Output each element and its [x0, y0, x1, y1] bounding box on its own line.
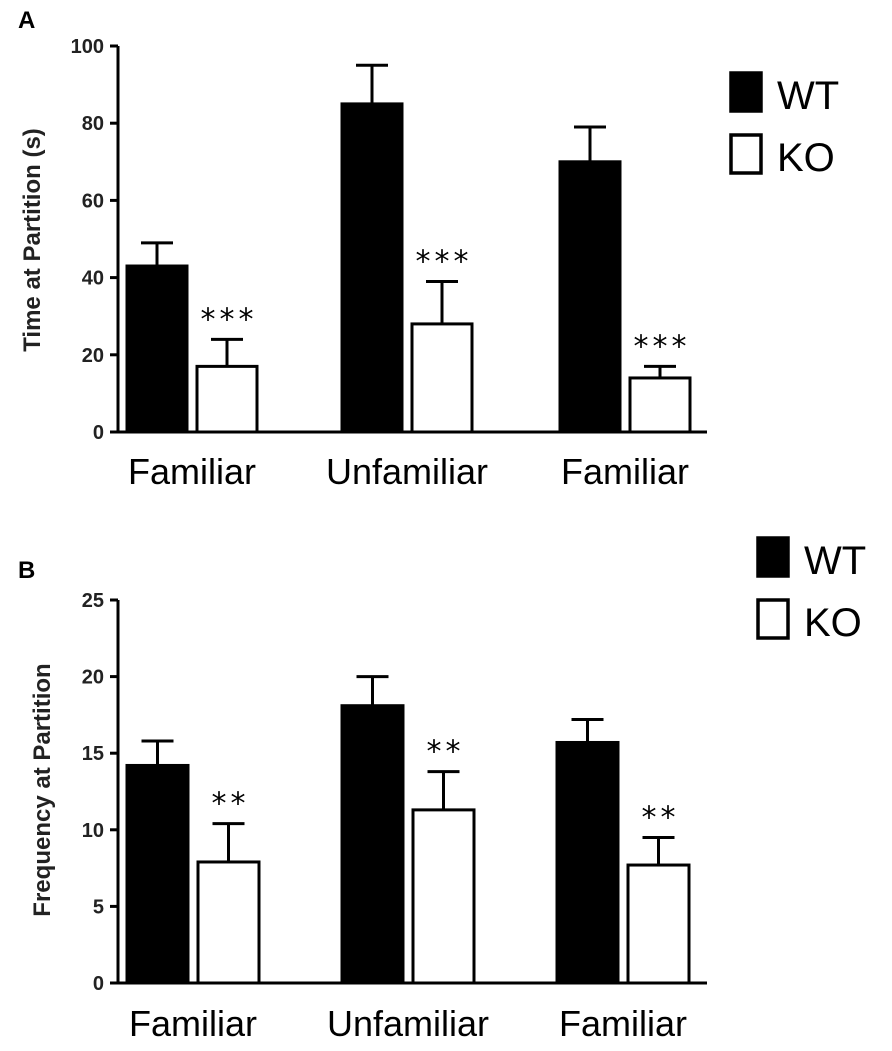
- y-tick-label: 20: [82, 667, 104, 689]
- legend-swatch-ko: [756, 598, 790, 640]
- bar-ko-3: [628, 376, 692, 434]
- significance-marker: **: [642, 800, 680, 835]
- bar-ko-2: [410, 322, 474, 434]
- bar-ko-1: [195, 364, 259, 434]
- bar-wt-1: [125, 763, 190, 985]
- y-axis-label: Frequency at Partition: [29, 663, 56, 916]
- significance-marker: ***: [634, 329, 691, 364]
- panel-label: B: [18, 557, 35, 584]
- significance-marker: ***: [416, 244, 473, 279]
- x-category-label: Unfamiliar: [326, 451, 488, 492]
- significance-marker: **: [427, 735, 465, 770]
- bar-wt-2: [340, 704, 405, 985]
- chart-panel-a: A Time at Partition (s) 0 20 40 60 80 100 *** Fam…: [18, 7, 839, 492]
- legend-label-wt: WT: [804, 539, 866, 583]
- bar-wt-3: [558, 160, 622, 434]
- significance-marker: **: [212, 787, 250, 822]
- y-tick-label: 25: [82, 590, 104, 612]
- y-tick-label: 20: [82, 345, 104, 367]
- y-tick-label: 15: [82, 743, 104, 765]
- significance-marker: ***: [201, 302, 258, 337]
- chart-panel-b: B Frequency at Partition 0 5 10 15 20 25 ** Famil…: [18, 536, 866, 1044]
- y-tick-label: 80: [82, 113, 104, 135]
- y-tick-label: 10: [82, 820, 104, 842]
- bar-ko-3: [626, 863, 691, 985]
- bar-ko-2: [411, 808, 476, 985]
- panel-label: A: [18, 7, 35, 34]
- y-tick-label: 40: [82, 268, 104, 290]
- bar-wt-3: [555, 740, 620, 985]
- bar-wt-1: [125, 264, 189, 434]
- legend-swatch-ko: [729, 133, 763, 175]
- y-tick-label: 100: [71, 36, 104, 58]
- y-tick-label: 0: [93, 422, 104, 444]
- y-tick-label: 0: [93, 973, 104, 995]
- legend-swatch-wt: [729, 71, 763, 113]
- x-category-label: Familiar: [559, 1003, 687, 1044]
- legend-label-wt: WT: [777, 74, 839, 118]
- bar-wt-2: [340, 102, 404, 434]
- y-tick-label: 5: [93, 896, 104, 918]
- x-category-label: Familiar: [129, 1003, 257, 1044]
- legend-label-ko: KO: [804, 601, 862, 645]
- y-tick-label: 60: [82, 190, 104, 212]
- legend-label-ko: KO: [777, 136, 835, 180]
- x-category-label: Familiar: [561, 451, 689, 492]
- x-category-label: Familiar: [128, 451, 256, 492]
- bar-ko-1: [196, 860, 261, 985]
- x-category-label: Unfamiliar: [327, 1003, 489, 1044]
- y-axis-label: Time at Partition (s): [19, 128, 46, 352]
- legend-swatch-wt: [756, 536, 790, 578]
